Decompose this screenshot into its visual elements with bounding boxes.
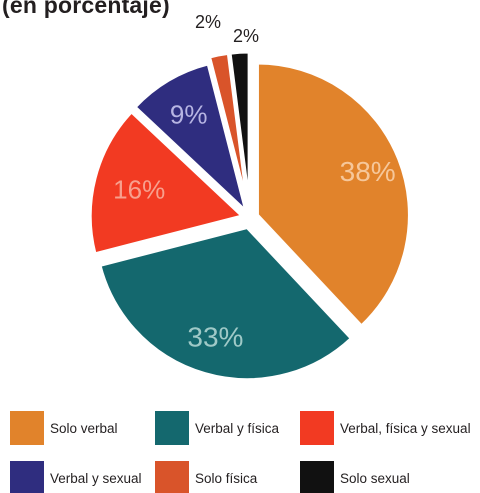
- pie-slice-solo-sexual: [228, 50, 251, 205]
- data-label-verbal-y-sexual: 9%: [170, 99, 208, 129]
- pie-slice-verbal-fisica-y-sexual: [88, 109, 246, 256]
- pie-slice-verbal-y-fisica: [98, 225, 354, 382]
- pie-slice-solo-fisica: [207, 51, 249, 205]
- pie-slice-solo-verbal: [255, 61, 411, 328]
- data-label-verbal-y-fisica: 33%: [187, 322, 243, 353]
- data-label-solo-fisica: 2%: [195, 12, 221, 32]
- data-label-verbal-fisica-y-sexual: 16%: [113, 175, 165, 205]
- pie-slice-verbal-y-sexual: [133, 62, 249, 216]
- chart-title: (en porcentaje): [2, 0, 170, 18]
- data-label-solo-sexual: 2%: [233, 26, 259, 46]
- data-label-solo-verbal: 38%: [340, 156, 396, 187]
